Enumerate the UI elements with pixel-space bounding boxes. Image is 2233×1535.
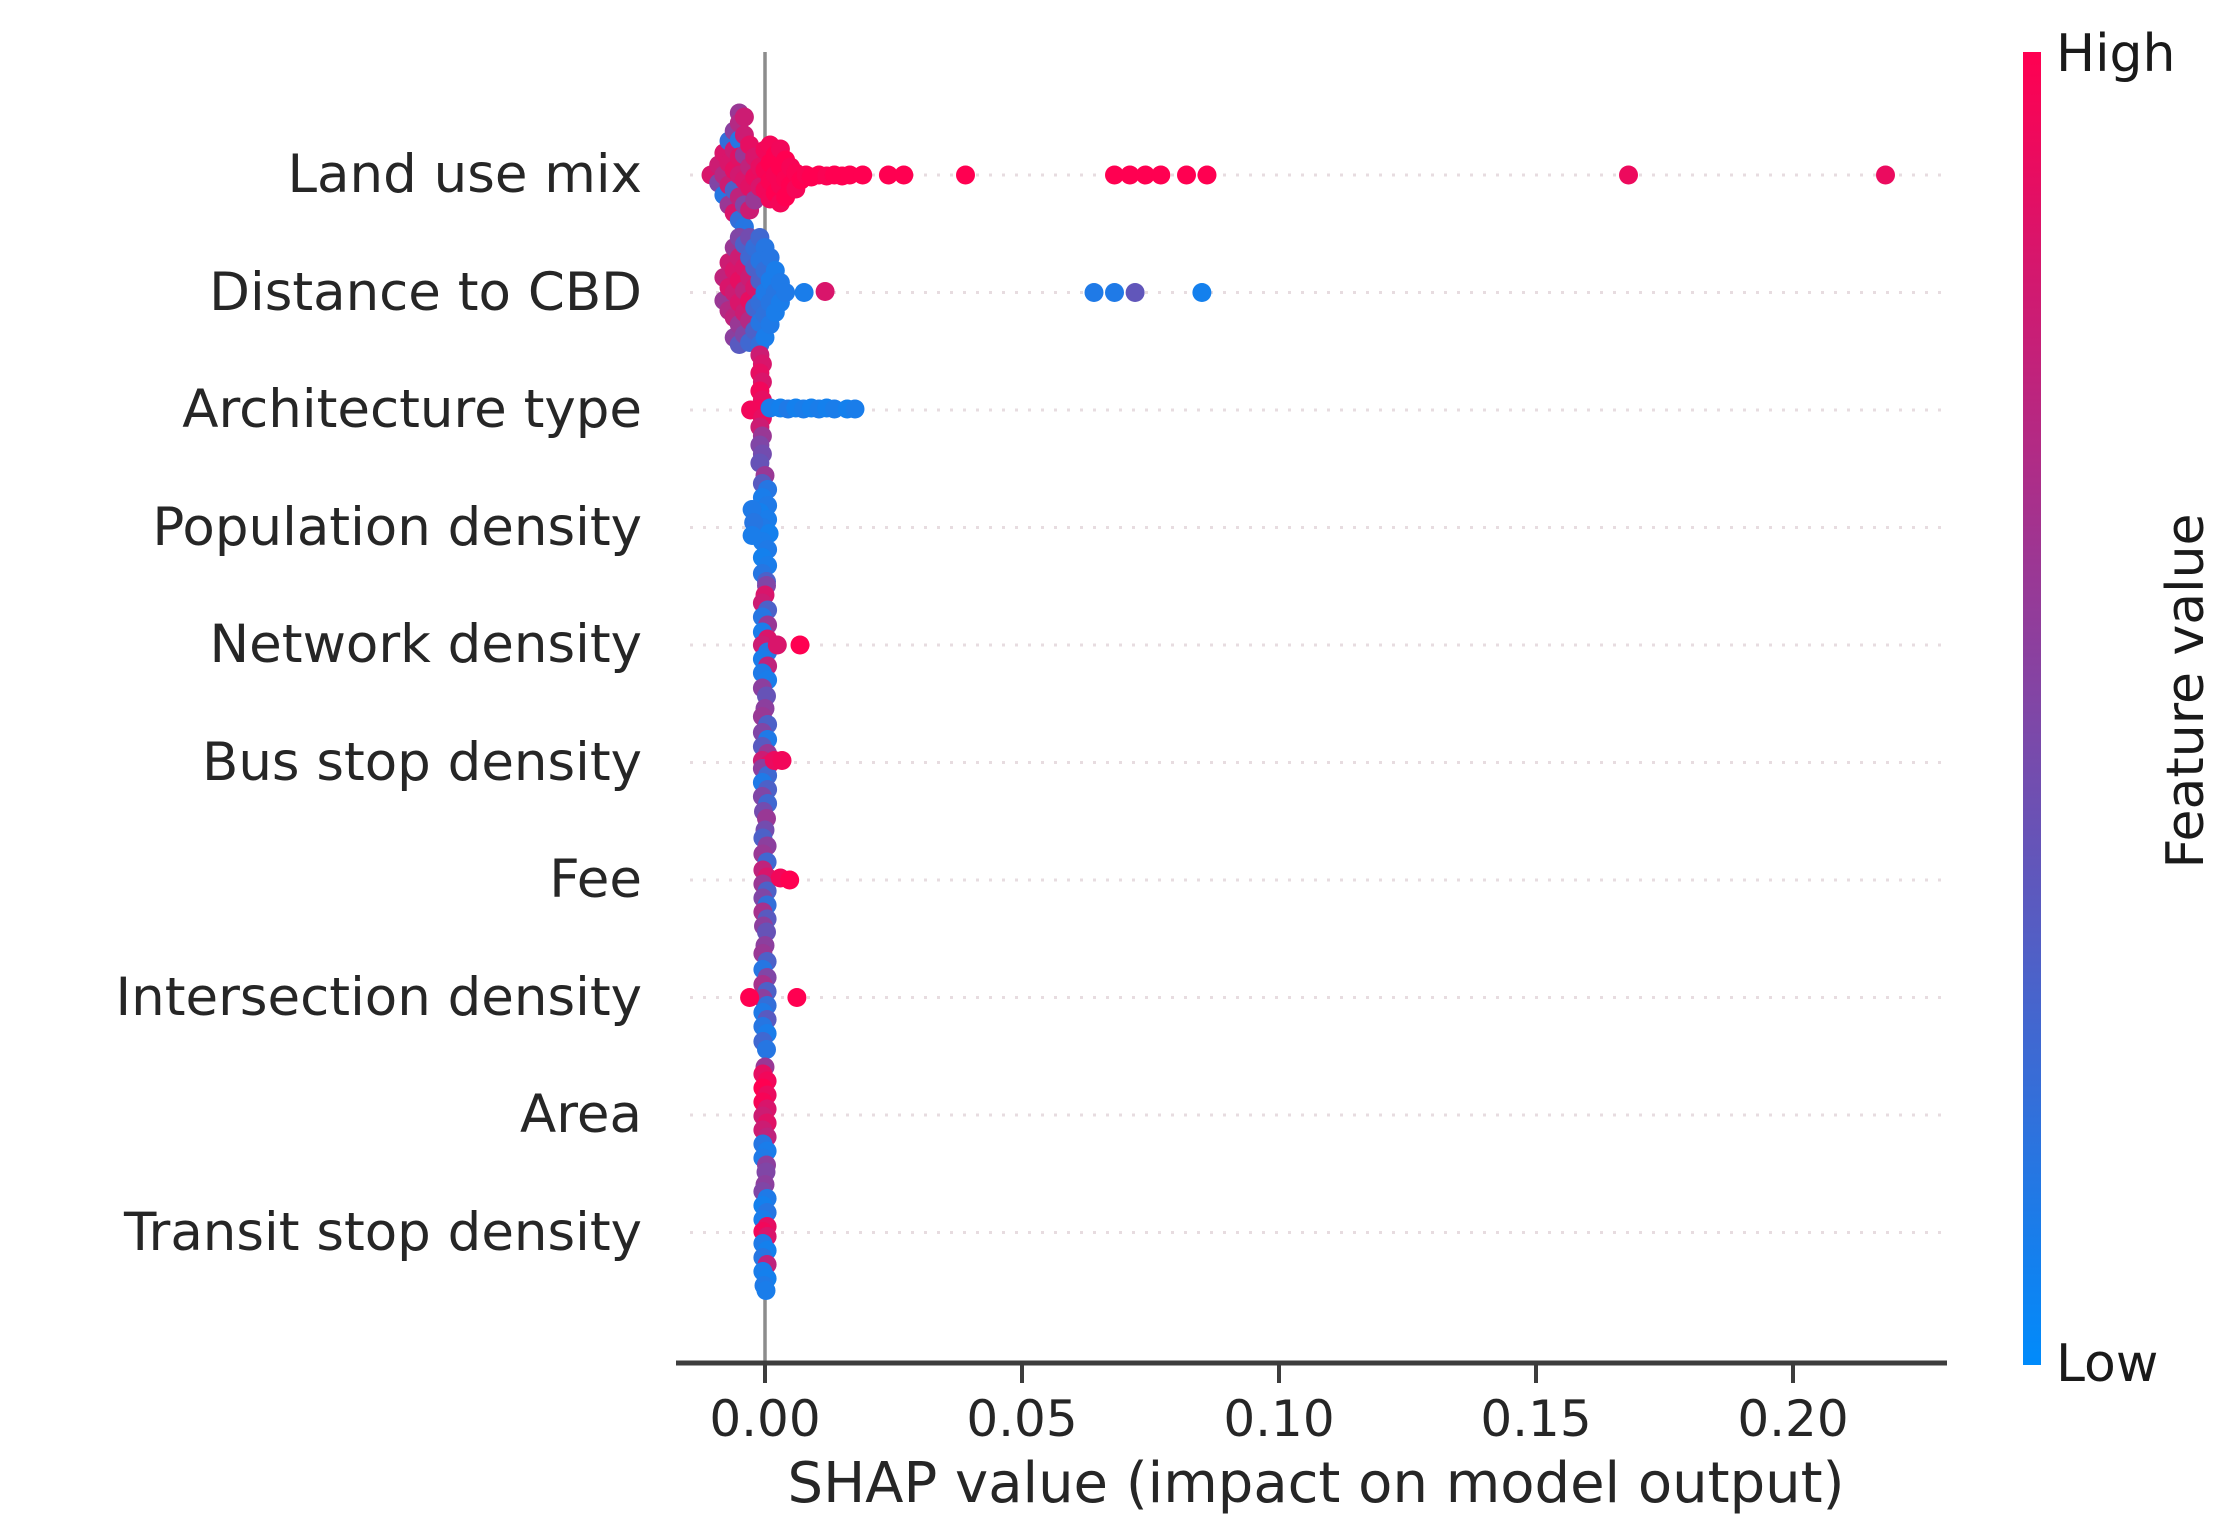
data-point xyxy=(776,283,796,302)
ytick-label-fee: Fee xyxy=(549,849,642,910)
data-point xyxy=(1105,165,1124,185)
data-point xyxy=(1120,165,1140,185)
xtick-label-0: 0.00 xyxy=(709,1390,821,1448)
data-point xyxy=(757,1040,776,1059)
data-point xyxy=(787,988,807,1007)
xtick-label-1: 0.05 xyxy=(966,1390,1078,1448)
x-axis-title: SHAP value (impact on model output) xyxy=(787,1451,1845,1516)
data-point xyxy=(734,107,754,127)
data-point xyxy=(878,165,898,185)
data-point xyxy=(772,751,792,770)
data-point xyxy=(794,283,814,302)
data-point xyxy=(740,988,760,1007)
data-point xyxy=(815,282,835,301)
data-point xyxy=(790,635,810,655)
ytick-label-population-density: Population density xyxy=(152,496,642,558)
data-point xyxy=(853,165,873,185)
data-point xyxy=(1619,165,1638,185)
data-point xyxy=(956,165,975,185)
data-point xyxy=(780,870,800,890)
feature-value-colorbar xyxy=(2023,52,2041,1365)
ytick-label-bus-stop-density: Bus stop density xyxy=(201,731,642,793)
data-point xyxy=(1084,283,1104,302)
colorbar-high-label: High xyxy=(2056,24,2176,84)
xtick-label-3: 0.15 xyxy=(1480,1390,1592,1448)
data-point xyxy=(845,399,865,419)
data-point xyxy=(1125,283,1145,302)
data-point xyxy=(742,526,762,545)
data-point xyxy=(1197,165,1217,185)
data-point xyxy=(756,1281,776,1300)
ytick-label-area: Area xyxy=(520,1084,642,1145)
data-point xyxy=(1177,165,1196,185)
colorbar-title: Feature value xyxy=(2156,513,2216,869)
ytick-label-transit-stop-density: Transit stop density xyxy=(123,1201,642,1263)
ytick-label-architecture-type: Architecture type xyxy=(182,379,642,440)
ytick-label-network-density: Network density xyxy=(209,614,642,675)
ytick-label-distance-to-cbd: Distance to CBD xyxy=(209,261,642,323)
colorbar-low-label: Low xyxy=(2056,1334,2159,1394)
ytick-label-land-use-mix: Land use mix xyxy=(287,144,642,205)
data-point xyxy=(767,635,787,655)
data-point xyxy=(1192,283,1212,302)
data-point xyxy=(894,165,914,185)
data-point xyxy=(1151,165,1171,185)
data-point xyxy=(1876,165,1895,185)
data-point xyxy=(1105,283,1124,302)
data-point xyxy=(1135,165,1155,185)
xtick-label-2: 0.10 xyxy=(1223,1390,1335,1448)
ytick-label-intersection-density: Intersection density xyxy=(115,966,642,1028)
xtick-label-4: 0.20 xyxy=(1737,1390,1849,1448)
